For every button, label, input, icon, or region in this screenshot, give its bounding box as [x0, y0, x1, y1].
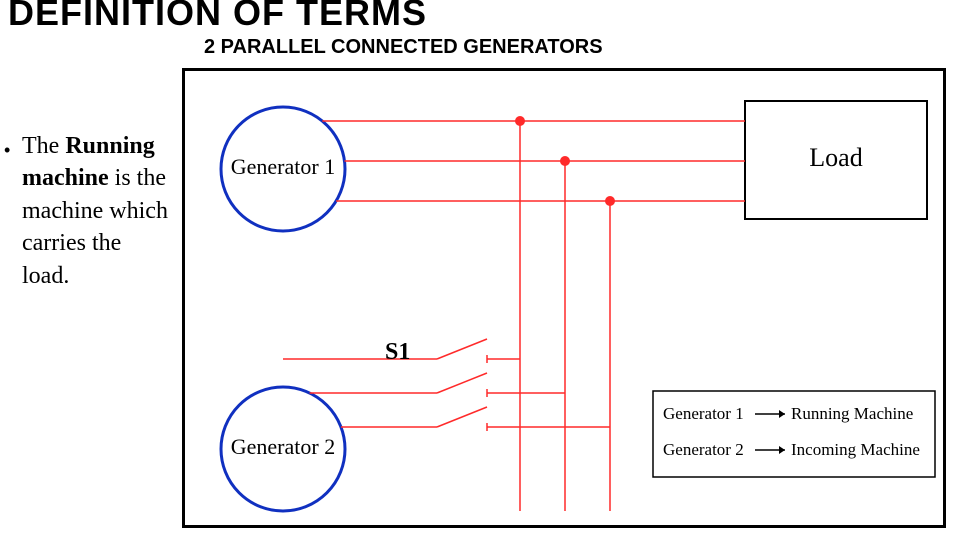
legend-right-0: Running Machine: [791, 404, 913, 423]
generator-2-label: Generator 2: [231, 434, 335, 459]
definition-text: The Running machine is the machine which…: [22, 130, 172, 292]
legend-left-1: Generator 2: [663, 440, 744, 459]
page-title: DEFINITION OF TERMS: [8, 0, 427, 34]
legend-right-1: Incoming Machine: [791, 440, 920, 459]
diagram-frame: Load Generator 1 Generator 2 S1 Generato…: [182, 68, 946, 528]
circuit-diagram: Load Generator 1 Generator 2 S1 Generato…: [185, 71, 943, 525]
def-pre: The: [22, 133, 65, 159]
generator-1-label: Generator 1: [231, 154, 335, 179]
switch-s1-label: S1: [385, 339, 410, 365]
load-label: Load: [809, 143, 862, 172]
legend-content: Generator 1 Running Machine Generator 2 Inc…: [663, 404, 920, 459]
bullet-icon: •: [4, 140, 10, 161]
page-subtitle: 2 PARALLEL CONNECTED GENERATORS: [204, 36, 603, 59]
legend-left-0: Generator 1: [663, 404, 744, 423]
